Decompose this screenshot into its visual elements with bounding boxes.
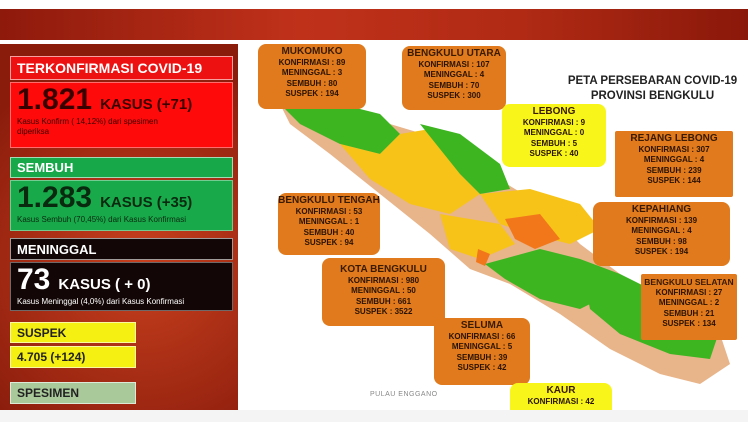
region-kota-bengkulu [476, 249, 490, 266]
region-deaths: MENINGGAL : 1 [298, 217, 360, 226]
region-deaths: MENINGGAL : 5 [451, 342, 513, 351]
region-confirmed: KONFIRMASI : 9 [522, 117, 586, 127]
region-suspect: SUSPEK : 40 [529, 149, 579, 158]
recovered-unit: KASUS (+35) [100, 194, 193, 211]
region-name: LEBONG [532, 106, 576, 117]
map-title-line1: PETA PERSEBARAN COVID-19 [567, 75, 738, 87]
region-recovered: SEMBUH : 5 [530, 138, 578, 148]
region-box-lebong: LEBONG KONFIRMASI : 9 MENINGGAL : 0 SEMBUH … [502, 104, 606, 167]
region-kepahiang [505, 214, 560, 249]
region-confirmed: KONFIRMASI : 107 [418, 59, 490, 69]
deaths-note: Kasus Meninggal (4,0%) dari Kasus Konfir… [17, 297, 185, 306]
suspect-header: SUSPEK [10, 322, 136, 343]
region-box-seluma: SELUMA KONFIRMASI : 66 MENINGGAL : 5 SEMBUH… [434, 318, 530, 385]
region-name: BENGKULU UTARA [407, 48, 501, 59]
region-suspect: SUSPEK : 300 [427, 91, 481, 100]
region-confirmed: KONFIRMASI : 139 [625, 215, 698, 225]
suspect-value: 4.705 (+124) [10, 346, 136, 368]
region-box-kota-bengkulu: KOTA BENGKULU KONFIRMASI : 980 MENINGGAL :… [322, 258, 445, 326]
region-deaths: MENINGGAL : 4 [643, 155, 705, 164]
map-title: PETA PERSEBARAN COVID-19 PROVINSI BENGKUL… [560, 74, 745, 104]
region-confirmed: KONFIRMASI : 27 [655, 287, 723, 297]
region-box-bengkulu-tengah: BENGKULU TENGAH KONFIRMASI : 53 MENINGGAL … [278, 193, 380, 255]
deaths-header: MENINGGAL [10, 238, 233, 260]
region-suspect: SUSPEK : 94 [304, 238, 354, 247]
region-deaths: MENINGGAL : 50 [351, 286, 416, 295]
region-box-mukomuko: MUKOMUKO KONFIRMASI : 89 MENINGGAL : 3 SEMB… [258, 44, 366, 109]
region-suspect: SUSPEK : 144 [647, 176, 701, 185]
region-recovered: SEMBUH : 39 [456, 352, 508, 362]
deaths-unit: KASUS ( + 0) [58, 276, 151, 293]
region-confirmed: KONFIRMASI : 307 [638, 144, 710, 154]
confirmed-header: TERKONFIRMASI COVID-19 [10, 56, 233, 80]
region-recovered: SEMBUH : 70 [428, 80, 480, 90]
region-suspect: SUSPEK : 194 [285, 89, 339, 98]
region-deaths: MENINGGAL : 4 [631, 226, 692, 235]
region-deaths: MENINGGAL : 4 [423, 70, 485, 79]
region-deaths: MENINGGAL : 0 [523, 128, 585, 137]
region-suspect: SUSPEK : 194 [634, 247, 689, 256]
deaths-count: 73 [17, 263, 51, 296]
confirmed-card: 1.821 KASUS (+71) Kasus Konfirm ( 14,12%)… [10, 82, 233, 148]
header-banner [0, 9, 748, 40]
region-bengkulu-utara [340, 129, 480, 214]
stats-panel: TERKONFIRMASI COVID-19 1.821 KASUS (+71) … [0, 44, 238, 410]
region-confirmed: KONFIRMASI : 89 [278, 57, 346, 67]
region-lebong-area [420, 124, 510, 194]
region-name: BENGKULU TENGAH [278, 195, 380, 206]
recovered-header: SEMBUH [10, 157, 233, 178]
region-confirmed: KONFIRMASI : 53 [295, 206, 363, 216]
region-confirmed: KONFIRMASI : 980 [347, 275, 420, 285]
confirmed-note: Kasus Konfirm ( 14,12%) dari spesimen di… [17, 117, 158, 136]
region-suspect: SUSPEK : 42 [457, 363, 507, 372]
region-mukomuko [275, 99, 400, 154]
recovered-note: Kasus Sembuh (70,45%) dari Kasus Konfirm… [17, 215, 186, 224]
region-deaths: MENINGGAL : 2 [658, 298, 720, 307]
region-box-bengkulu-utara: BENGKULU UTARA KONFIRMASI : 107 MENINGGAL … [402, 46, 506, 110]
region-name: KEPAHIANG [631, 204, 692, 215]
region-bengkulu-tengah [440, 214, 515, 259]
recovered-card: 1.283 KASUS (+35) Kasus Sembuh (70,45%) d… [10, 180, 233, 231]
region-name: SELUMA [460, 320, 504, 331]
region-box-kepahiang: KEPAHIANG KONFIRMASI : 139 MENINGGAL : 4 SE… [593, 202, 730, 266]
region-name: KOTA BENGKULU [340, 264, 427, 275]
region-recovered: SEMBUH : 80 [286, 78, 338, 88]
region-recovered: SEMBUH : 40 [303, 227, 355, 237]
region-recovered: SEMBUH : 98 [636, 236, 687, 246]
bottom-strip [0, 410, 748, 422]
deaths-card: 73 KASUS ( + 0) Kasus Meninggal (4,0%) da… [10, 262, 233, 311]
recovered-count: 1.283 [17, 181, 93, 214]
confirmed-unit: KASUS (+71) [100, 96, 193, 113]
island-label: PULAU ENGGANO [370, 391, 438, 398]
region-name: KAUR [546, 385, 576, 396]
region-confirmed: KONFIRMASI : 42 [527, 396, 595, 406]
region-suspect: SUSPEK : 3522 [354, 307, 413, 316]
region-recovered: SEMBUH : 239 [646, 165, 702, 175]
map-title-line2: PROVINSI BENGKULU [590, 90, 715, 102]
confirmed-count: 1.821 [17, 83, 93, 116]
region-box-bengkulu-selatan: BENGKULU SELATAN KONFIRMASI : 27 MENINGGAL… [641, 274, 737, 340]
region-seluma [485, 249, 610, 309]
region-deaths: MENINGGAL : 3 [281, 68, 343, 77]
region-name: BENGKULU SELATAN [644, 277, 734, 287]
region-name: REJANG LEBONG [630, 133, 718, 144]
region-box-rejang-lebong: REJANG LEBONG KONFIRMASI : 307 MENINGGAL :… [615, 131, 733, 197]
region-recovered: SEMBUH : 661 [355, 296, 412, 306]
region-suspect: SUSPEK : 134 [662, 319, 716, 328]
specimen-header: SPESIMEN [10, 382, 136, 404]
region-recovered: SEMBUH : 21 [663, 308, 715, 318]
region-confirmed: KONFIRMASI : 66 [448, 331, 516, 341]
region-name: MUKOMUKO [281, 46, 343, 57]
